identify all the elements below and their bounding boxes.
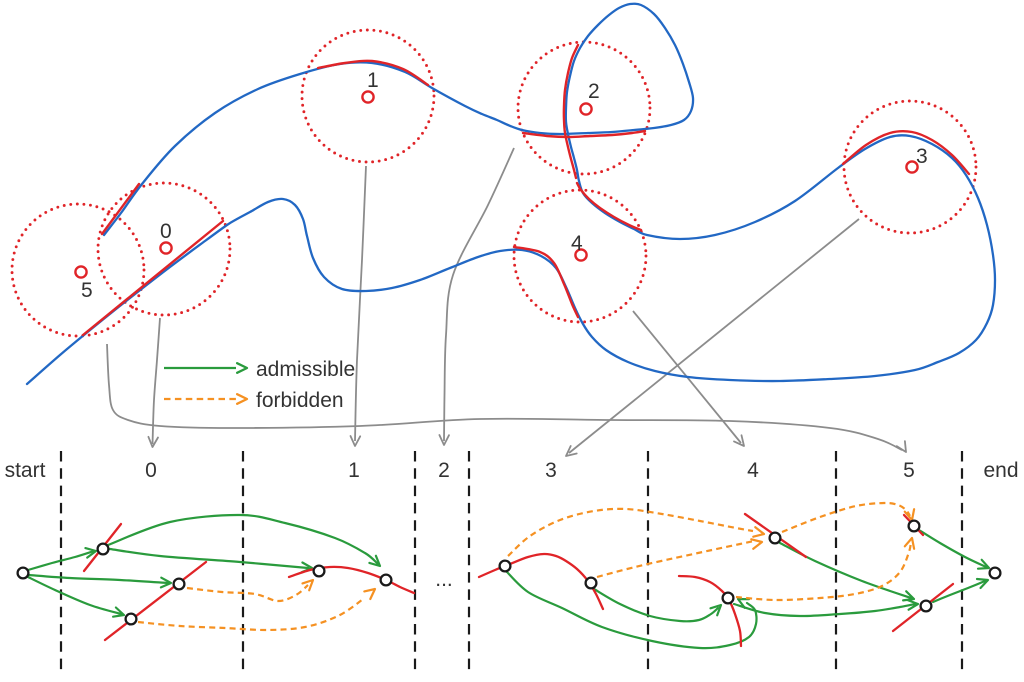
svg-text:5: 5 — [81, 279, 93, 302]
svg-text:3: 3 — [545, 459, 557, 482]
svg-text:4: 4 — [747, 459, 759, 482]
svg-text:admissible: admissible — [256, 358, 355, 381]
svg-text:end: end — [983, 459, 1018, 482]
svg-text:3: 3 — [916, 145, 928, 168]
svg-text:2: 2 — [588, 80, 600, 103]
svg-text:4: 4 — [571, 232, 583, 255]
svg-text:forbidden: forbidden — [256, 389, 344, 412]
svg-text:1: 1 — [348, 459, 360, 482]
svg-text:2: 2 — [438, 459, 450, 482]
svg-text:...: ... — [435, 568, 453, 591]
svg-text:5: 5 — [903, 459, 915, 482]
svg-text:start: start — [5, 459, 46, 482]
svg-text:1: 1 — [367, 69, 379, 92]
svg-text:0: 0 — [145, 459, 157, 482]
svg-text:0: 0 — [160, 220, 172, 243]
